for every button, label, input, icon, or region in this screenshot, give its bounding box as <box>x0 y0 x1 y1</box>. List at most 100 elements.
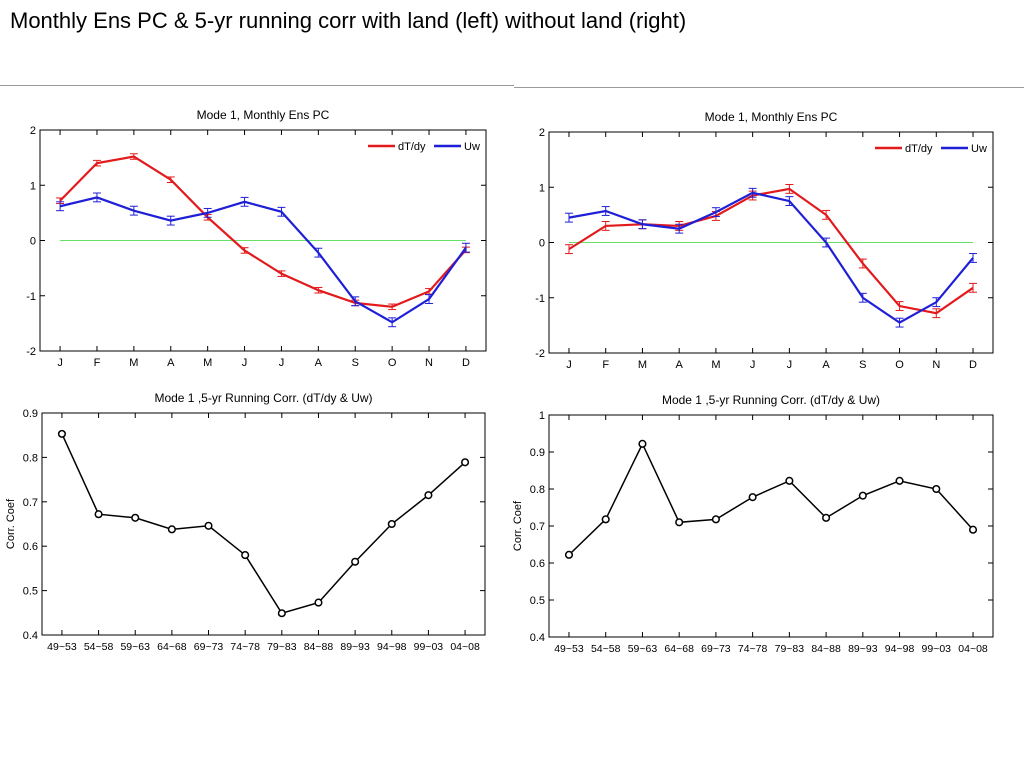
y-tick-label: 0 <box>30 236 36 248</box>
data-point <box>277 609 286 618</box>
y-tick-label: -2 <box>535 348 545 360</box>
legend-label: dT/dy <box>398 141 426 153</box>
data-point <box>711 515 720 524</box>
data-point <box>241 551 250 560</box>
legend-label: dT/dy <box>905 143 933 155</box>
data-point <box>748 493 757 502</box>
x-tick-label: J <box>242 357 248 369</box>
y-tick-label: 0.7 <box>23 497 38 509</box>
chart-title: Mode 1 ,5-yr Running Corr. (dT/dy & Uw) <box>154 391 372 405</box>
x-tick-label: 04~08 <box>450 641 480 653</box>
x-tick-label: 79~83 <box>267 641 297 653</box>
legend-label: Uw <box>464 141 480 153</box>
data-point <box>638 439 647 448</box>
data-point <box>461 458 470 467</box>
x-tick-label: M <box>638 359 647 371</box>
chart-title: Mode 1, Monthly Ens PC <box>197 108 330 122</box>
data-point <box>387 519 396 529</box>
data-point <box>351 557 360 566</box>
data-point <box>822 513 831 522</box>
x-tick-label: 89~93 <box>340 641 370 653</box>
x-tick-label: 49~53 <box>554 643 584 655</box>
x-tick-label: N <box>932 359 940 371</box>
x-tick-label: O <box>388 357 397 369</box>
data-point <box>167 525 176 534</box>
y-tick-label: 2 <box>30 125 36 137</box>
data-point <box>314 598 323 607</box>
x-tick-label: M <box>203 357 212 369</box>
y-tick-label: 0.5 <box>530 595 545 607</box>
series-line-0 <box>568 187 974 315</box>
x-tick-label: A <box>167 357 175 369</box>
data-point <box>968 525 978 534</box>
data-point <box>564 550 574 559</box>
x-tick-label: 94~98 <box>885 643 915 655</box>
chart-corr-left: Mode 1 ,5-yr Running Corr. (dT/dy & Uw) 0… <box>5 391 486 653</box>
data-point <box>675 518 684 527</box>
y-tick-label: 2 <box>539 127 545 139</box>
y-tick-label: 0.6 <box>23 541 38 553</box>
y-tick-label: 0.9 <box>23 408 38 420</box>
chart-title: Mode 1 ,5-yr Running Corr. (dT/dy & Uw) <box>662 393 880 407</box>
x-tick-label: 54~58 <box>84 641 114 653</box>
x-tick-label: 49~53 <box>47 641 77 653</box>
y-tick-label: -2 <box>26 346 36 358</box>
data-point <box>424 491 433 500</box>
x-tick-label: J <box>566 359 572 371</box>
x-tick-label: O <box>895 359 904 371</box>
x-tick-label: S <box>859 359 866 371</box>
chart-pc-left: Mode 1, Monthly Ens PC -2 -1 0 1 2 J F M A M J J A S O N… <box>26 108 487 369</box>
x-tick-label: 54~58 <box>591 643 621 655</box>
y-tick-label: 0.7 <box>530 521 545 533</box>
series-line-1 <box>568 191 974 324</box>
x-tick-label: 04~08 <box>958 643 988 655</box>
x-tick-label: 84~88 <box>811 643 841 655</box>
plot-frame <box>548 414 994 638</box>
y-tick-label: -1 <box>26 291 36 303</box>
divider-right <box>514 87 1024 88</box>
x-tick-label: J <box>750 359 756 371</box>
x-tick-label: 69~73 <box>701 643 731 655</box>
series-line-0 <box>59 155 467 308</box>
x-tick-label: 74~78 <box>230 641 260 653</box>
x-tick-label: D <box>969 359 977 371</box>
data-point <box>932 484 941 494</box>
x-tick-label: 99~03 <box>414 641 444 653</box>
data-point <box>601 515 610 524</box>
data-point <box>895 476 904 485</box>
slide-title: Monthly Ens PC & 5-yr running corr with … <box>10 8 687 33</box>
x-tick-label: M <box>711 359 720 371</box>
chart-title: Mode 1, Monthly Ens PC <box>705 110 838 124</box>
divider-left <box>0 85 514 86</box>
series-line-1 <box>59 196 467 324</box>
y-tick-label: 0.5 <box>23 586 38 598</box>
x-tick-label: 59~63 <box>120 641 150 653</box>
y-tick-label: 0.4 <box>23 630 38 642</box>
x-tick-label: A <box>822 359 830 371</box>
y-tick-label: 0.9 <box>530 447 545 459</box>
x-tick-label: J <box>279 357 285 369</box>
data-point <box>57 429 66 438</box>
series-line-0 <box>61 433 466 615</box>
chart-corr-right: Mode 1 ,5-yr Running Corr. (dT/dy & Uw) 0… <box>512 393 994 655</box>
x-tick-label: 74~78 <box>738 643 768 655</box>
y-tick-label: 0.8 <box>23 452 38 464</box>
x-tick-label: J <box>787 359 793 371</box>
y-axis-label: Corr. Coef <box>5 498 17 549</box>
x-tick-label: 94~98 <box>377 641 407 653</box>
x-tick-label: 64~68 <box>157 641 187 653</box>
x-tick-label: J <box>57 357 63 369</box>
x-tick-label: 64~68 <box>664 643 694 655</box>
x-tick-label: 79~83 <box>775 643 805 655</box>
data-point <box>785 476 794 485</box>
y-tick-label: 0.4 <box>530 632 545 644</box>
x-tick-label: 84~88 <box>304 641 334 653</box>
x-tick-label: A <box>315 357 323 369</box>
data-point <box>131 513 140 522</box>
x-tick-label: S <box>352 357 359 369</box>
data-point <box>94 510 103 519</box>
x-tick-label: F <box>602 359 609 371</box>
y-tick-label: 0.6 <box>530 558 545 570</box>
x-tick-label: 69~73 <box>194 641 224 653</box>
